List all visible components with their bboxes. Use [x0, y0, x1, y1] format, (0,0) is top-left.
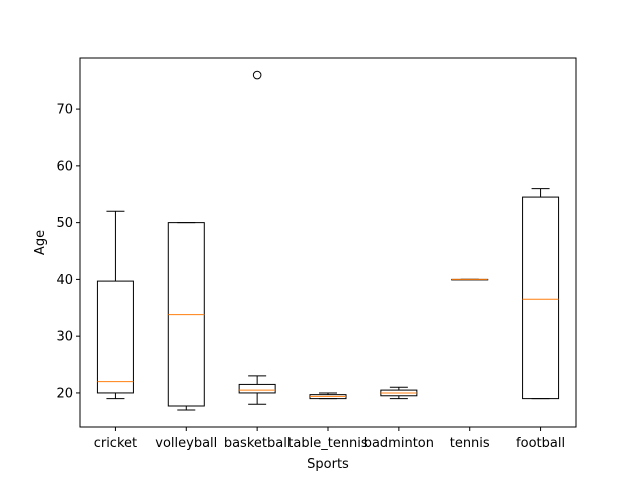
x-tick-label-badminton: badminton	[364, 436, 434, 451]
y-tick-label: 70	[56, 103, 73, 118]
y-tick-label: 20	[56, 386, 73, 401]
x-tick-label-basketball: basketball	[224, 436, 291, 451]
x-tick-label-cricket: cricket	[94, 436, 137, 451]
y-tick-label: 30	[56, 330, 73, 345]
outlier-point	[252, 70, 262, 80]
x-tick-label-football: football	[516, 436, 565, 451]
box-body	[522, 196, 560, 400]
y-tick-label: 40	[56, 273, 73, 288]
box-body	[238, 383, 276, 394]
box-cricket	[96, 210, 134, 400]
box-basketball	[238, 70, 276, 405]
x-tick-label-table_tennis: table_tennis	[288, 436, 368, 451]
plot-area-frame	[79, 57, 577, 428]
x-axis: cricket volleyball basketballtable_tennisb…	[94, 427, 565, 451]
y-axis-label: Age	[33, 230, 48, 255]
box-table_tennis	[309, 392, 347, 400]
box-volleyball	[167, 222, 205, 411]
box-football	[522, 188, 560, 400]
box-body	[96, 280, 134, 394]
x-axis-label: Sports	[307, 457, 349, 472]
x-tick-label-volleyball: volleyball	[155, 436, 217, 451]
box-badminton	[380, 386, 418, 400]
plot-marks	[96, 70, 560, 411]
y-tick-label: 60	[56, 159, 73, 174]
x-tick-label-tennis: tennis	[450, 436, 490, 451]
y-tick-label: 50	[56, 216, 73, 231]
y-axis: 20 30 40 50 60 70	[56, 103, 80, 401]
box-tennis	[451, 278, 489, 281]
